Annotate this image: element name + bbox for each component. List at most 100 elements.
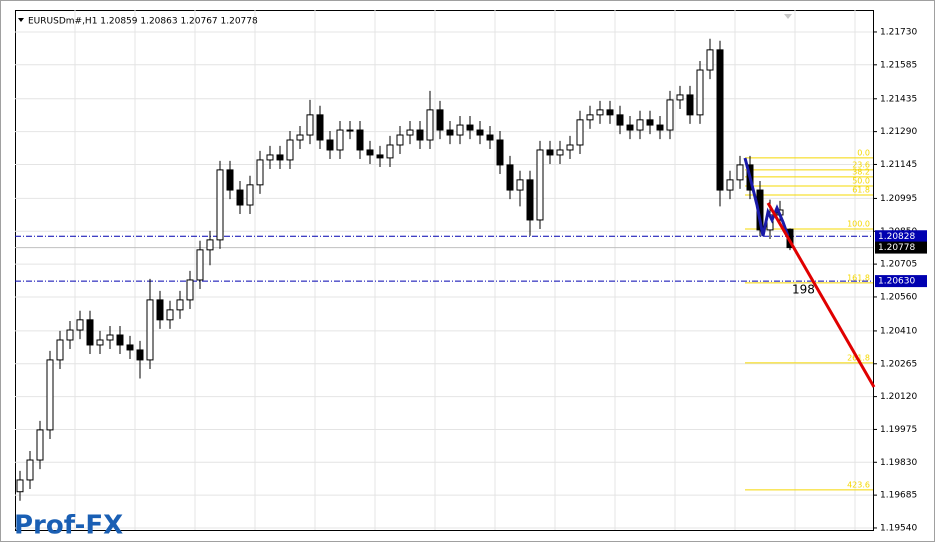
- annotation: 198: [792, 283, 815, 297]
- candle-body: [306, 114, 314, 136]
- candle-body: [206, 239, 214, 251]
- candle-body: [236, 189, 244, 206]
- candle-body: [176, 299, 184, 311]
- candle-body: [126, 344, 134, 351]
- candle-body: [336, 129, 344, 151]
- candle-body: [606, 109, 614, 116]
- fib-label: 23.6: [852, 160, 870, 169]
- candle-body: [266, 154, 274, 161]
- candle-body: [416, 129, 424, 141]
- candle-body: [506, 164, 514, 191]
- candle-body: [96, 339, 104, 346]
- candle-body: [696, 69, 704, 116]
- y-tick-label: 1.19685: [880, 491, 917, 501]
- candle-body: [646, 119, 654, 126]
- y-tick-label: 1.20560: [880, 292, 917, 302]
- fib-label: 100.0: [847, 220, 870, 229]
- y-tick-label: 1.21145: [880, 160, 917, 170]
- candle-body: [376, 154, 384, 159]
- price-label-box: [875, 230, 927, 243]
- y-tick-label: 1.20995: [880, 194, 917, 204]
- price-label-box: [875, 275, 927, 288]
- candle-body: [446, 129, 454, 136]
- candle-body: [26, 459, 34, 481]
- candle-body: [136, 349, 144, 361]
- candle-body: [626, 124, 634, 131]
- candle-body: [256, 159, 264, 186]
- price-label-box: [875, 241, 927, 254]
- candle-body: [56, 339, 64, 361]
- candle-body: [146, 299, 154, 361]
- candle-body: [286, 139, 294, 161]
- candle-body: [156, 299, 164, 321]
- candle-body: [476, 129, 484, 136]
- price-label: 1.20778: [878, 243, 915, 253]
- candle-body: [86, 319, 94, 346]
- candle-body: [586, 114, 594, 121]
- candle-body: [666, 99, 674, 131]
- y-tick-label: 1.21730: [880, 27, 917, 37]
- y-tick-label: 1.20265: [880, 359, 917, 369]
- candle-body: [66, 329, 74, 341]
- candle-body: [106, 334, 114, 341]
- candle-body: [386, 144, 394, 159]
- candle-body: [326, 139, 334, 151]
- candle-body: [466, 124, 474, 131]
- fib-label: 423.6: [847, 480, 870, 489]
- candle-body: [226, 169, 234, 191]
- candle-body: [676, 94, 684, 101]
- menu-arrow: [18, 18, 24, 22]
- candle-body: [296, 134, 304, 141]
- trend-line: [766, 202, 876, 388]
- candle-body: [46, 359, 54, 431]
- candle-body: [196, 249, 204, 281]
- candle-body: [216, 169, 224, 241]
- fib-label: 61.8: [852, 186, 870, 195]
- candle-body: [426, 109, 434, 141]
- wave-line: [743, 157, 790, 237]
- shift-marker: [784, 14, 792, 19]
- candle-body: [246, 184, 254, 206]
- y-tick-label: 1.21435: [880, 94, 917, 104]
- candle-body: [276, 154, 284, 161]
- candle-body: [16, 479, 24, 493]
- candle-body: [186, 279, 194, 301]
- fib-label: 161.8: [847, 273, 870, 282]
- candle-body: [346, 129, 354, 132]
- candle-body: [116, 334, 124, 346]
- candle-body: [316, 114, 324, 141]
- candle-body: [526, 179, 534, 221]
- candle-body: [566, 144, 574, 151]
- price-label: 1.20630: [878, 277, 915, 287]
- candle-body: [706, 49, 714, 71]
- candle-body: [436, 109, 444, 131]
- logo: Prof-FX: [14, 511, 123, 541]
- candle-body: [496, 139, 504, 166]
- candle-body: [556, 149, 564, 156]
- price-label: 1.20828: [878, 232, 915, 242]
- y-tick-label: 1.19975: [880, 425, 917, 435]
- fib-label: 50.0: [852, 176, 870, 185]
- candle-body: [486, 134, 494, 141]
- candle-body: [516, 179, 524, 191]
- candle-body: [576, 119, 584, 146]
- candle-body: [396, 134, 404, 146]
- y-tick-label: 1.19540: [880, 523, 917, 533]
- candle-body: [636, 119, 644, 131]
- candle-body: [686, 94, 694, 116]
- chart-title: EURUSDm#,H1 1.20859 1.20863 1.20767 1.20…: [28, 17, 258, 27]
- candle-body: [536, 149, 544, 221]
- candle-body: [356, 129, 364, 151]
- y-tick-label: 1.19830: [880, 458, 917, 468]
- fib-label: 0.0: [857, 148, 870, 157]
- candle-body: [596, 109, 604, 116]
- candle-body: [76, 319, 84, 331]
- candle-body: [616, 114, 624, 126]
- y-tick-label: 1.20120: [880, 392, 917, 402]
- candle-body: [656, 124, 664, 131]
- y-tick-label: 1.21585: [880, 60, 917, 70]
- candle-body: [726, 179, 734, 191]
- fib-label: 38.2: [852, 167, 870, 176]
